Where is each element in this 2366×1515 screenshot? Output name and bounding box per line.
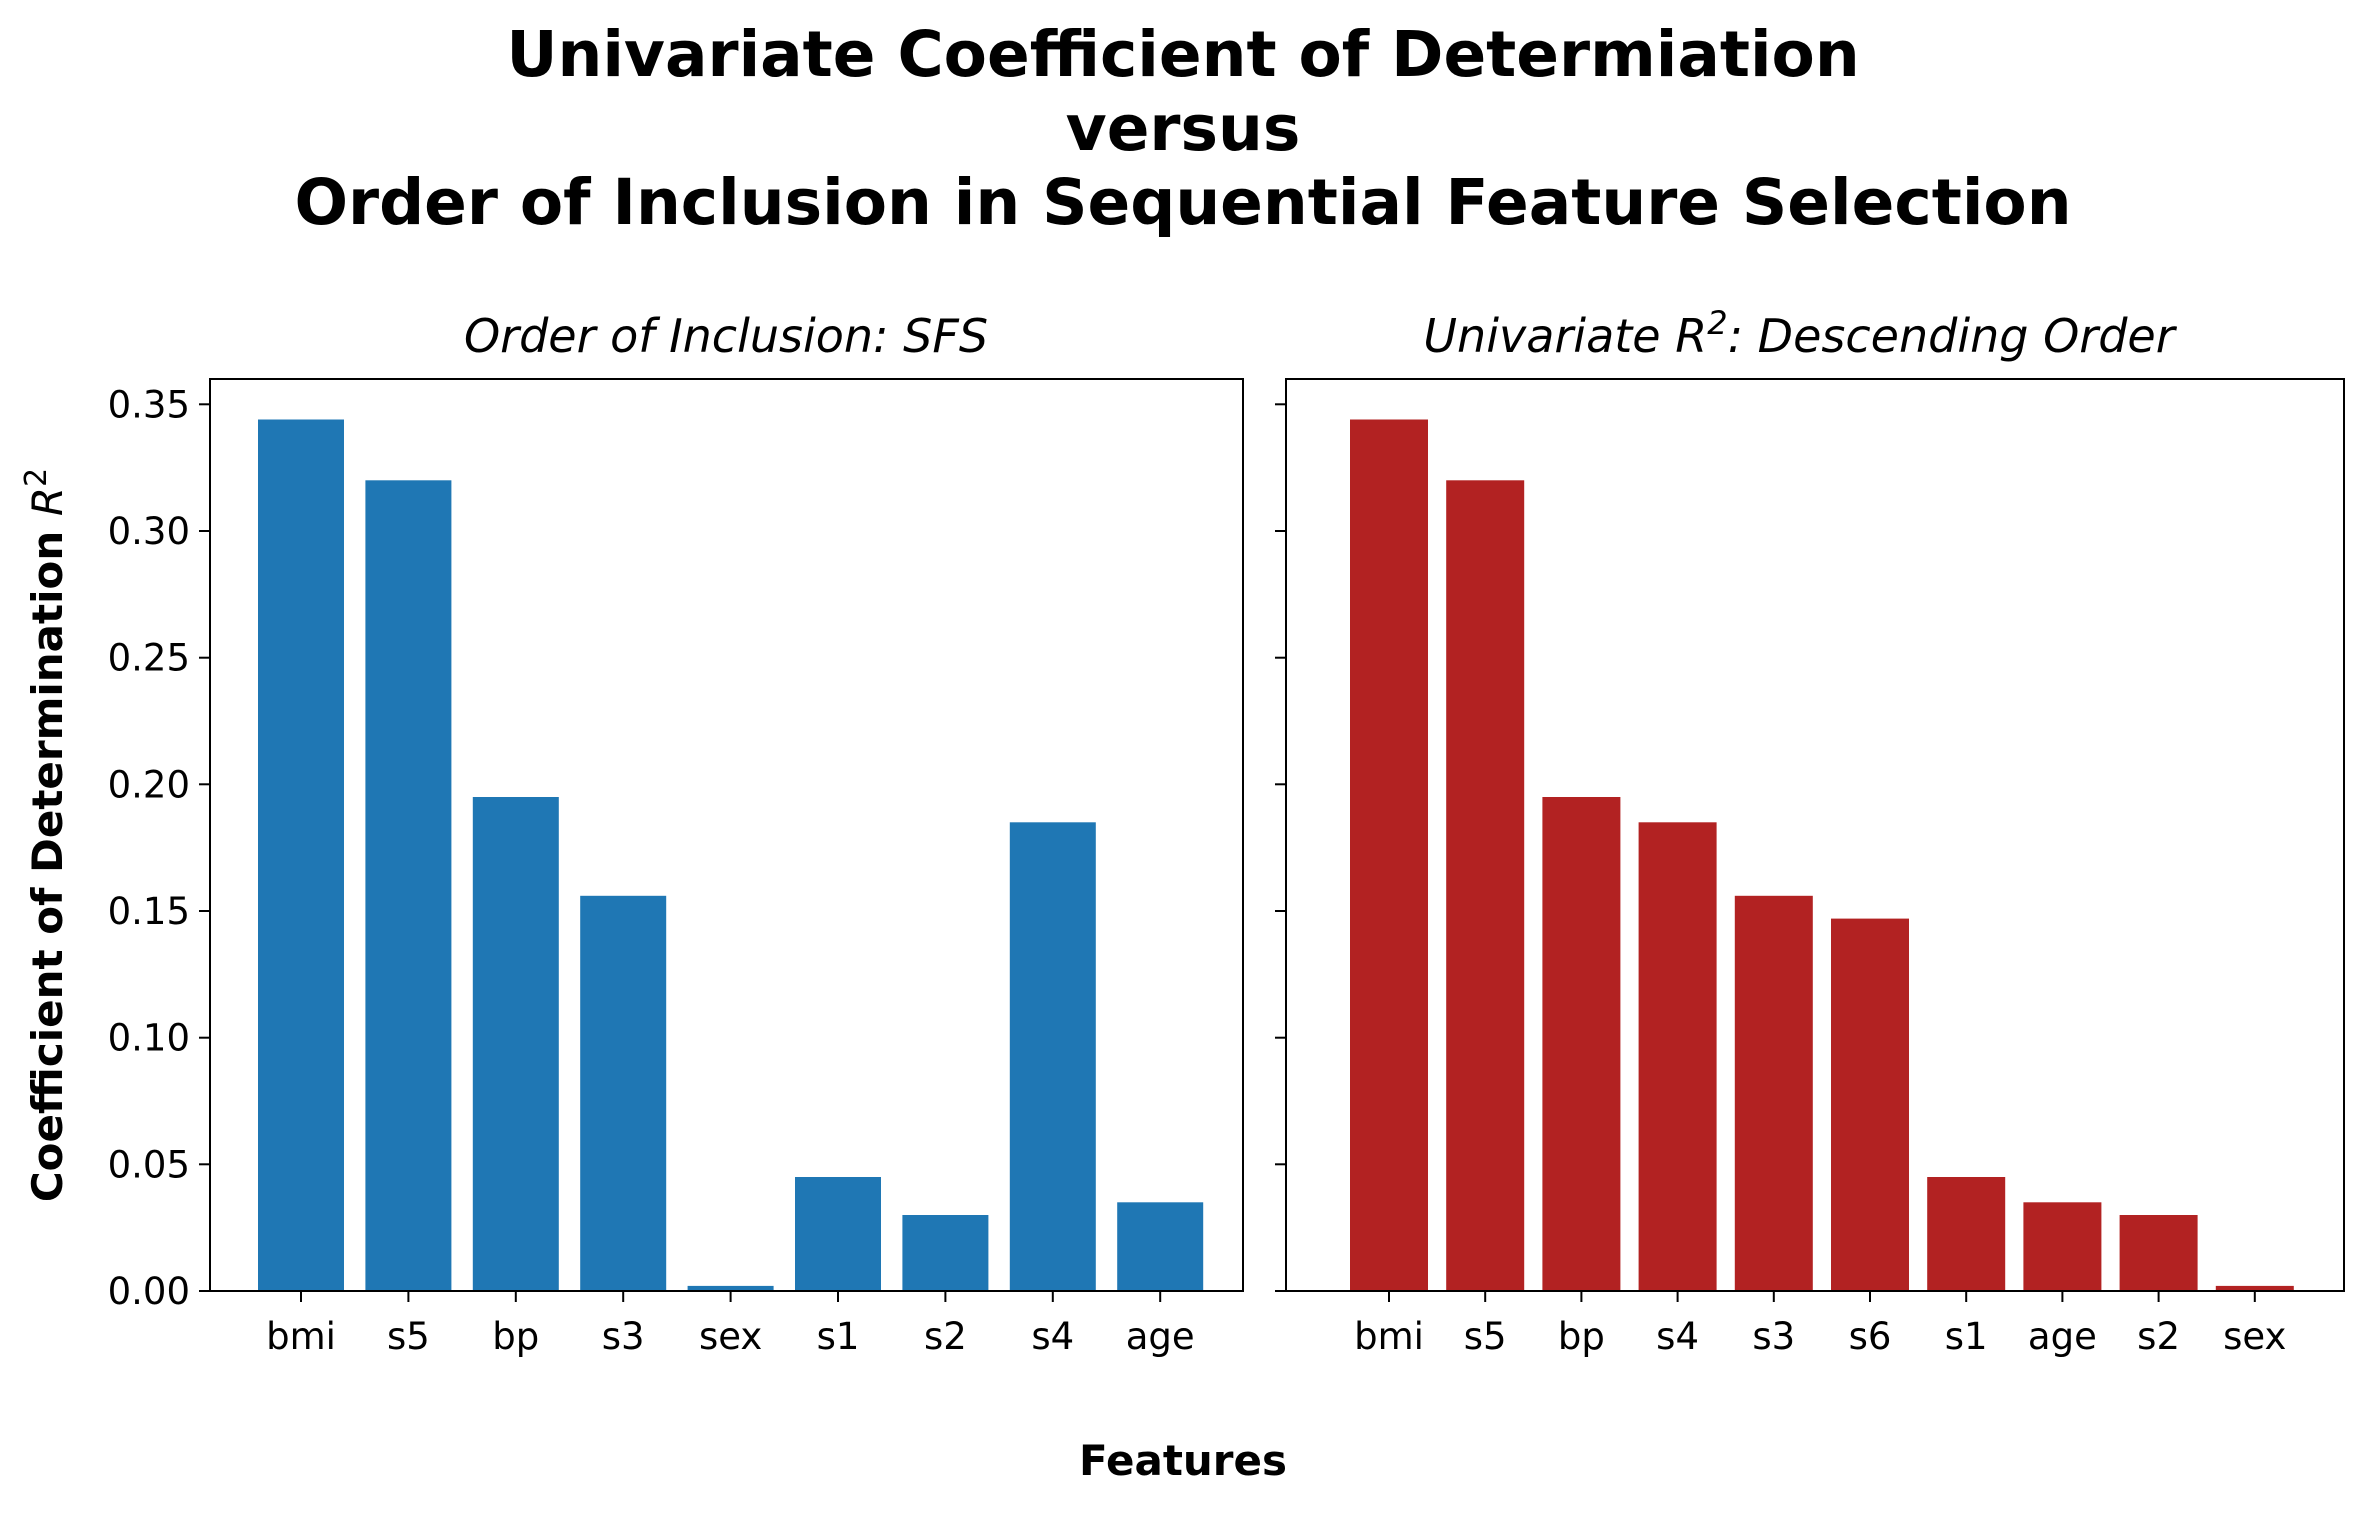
bar-bmi <box>1350 419 1428 1291</box>
y-axis-label-exponent: 2 <box>19 468 54 487</box>
panel-univariate-title-prefix: Univariate <box>1423 309 1675 363</box>
x-tick-label-sex: sex <box>2223 1315 2286 1358</box>
figure-title: Univariate Coefficient of Determiation v… <box>0 18 2366 240</box>
x-tick-label-s1: s1 <box>817 1315 860 1358</box>
figure-title-line-2: versus <box>1065 92 1301 165</box>
y-tick-label-0.10: 0.10 <box>108 1017 190 1060</box>
y-axis-label: Coefficient of Determination R2 <box>19 468 72 1202</box>
y-axis-label-symbol: R <box>23 487 72 516</box>
x-tick-label-sex: sex <box>699 1315 762 1358</box>
bar-s4 <box>1009 822 1096 1291</box>
panel-sfs: Order of Inclusion: SFS bmi s5 bp s3 sex s1 s2… <box>108 309 1244 1358</box>
bar-s5 <box>1446 480 1525 1291</box>
x-tick-label-s1: s1 <box>1945 1315 1988 1358</box>
panel-sfs-bars <box>258 419 1204 1291</box>
panel-univariate-frame <box>1285 378 2345 1292</box>
bar-age <box>1117 1202 1204 1291</box>
x-tick-label-s2: s2 <box>924 1315 967 1358</box>
x-tick-label-bmi: bmi <box>1354 1315 1424 1358</box>
x-tick-label-bmi: bmi <box>266 1315 336 1358</box>
bar-bp <box>1542 797 1621 1291</box>
bar-s6 <box>1831 918 1909 1291</box>
bar-bmi <box>258 419 344 1291</box>
bar-s1 <box>795 1177 881 1291</box>
bar-s3 <box>580 895 667 1291</box>
panel-univariate-title-symbol: R <box>1675 309 1707 363</box>
y-tick-label-0.00: 0.00 <box>108 1270 190 1313</box>
panel-univariate-title-suffix: : Descending Order <box>1728 309 2178 363</box>
x-tick-label-s2: s2 <box>2137 1315 2180 1358</box>
x-tick-label-s3: s3 <box>602 1315 645 1358</box>
bar-s4 <box>1638 822 1717 1291</box>
y-axis-label-text: Coefficient of Determination <box>23 516 72 1202</box>
x-tick-label-bp: bp <box>492 1315 539 1358</box>
bar-s2 <box>2119 1215 2198 1291</box>
x-axis-label: Features <box>1079 1436 1287 1485</box>
panel-sfs-frame <box>209 378 1244 1292</box>
y-tick-label-0.30: 0.30 <box>108 510 190 553</box>
x-tick-label-s4: s4 <box>1656 1315 1699 1358</box>
x-tick-label-s4: s4 <box>1031 1315 1074 1358</box>
panel-sfs-y-ticks: 0.00 0.05 0.10 0.15 0.20 0.25 0.30 0.35 <box>108 383 210 1313</box>
bar-s1 <box>1927 1177 2006 1291</box>
y-tick-label-0.05: 0.05 <box>108 1143 190 1186</box>
bar-sex <box>2215 1285 2294 1291</box>
x-tick-label-age: age <box>2028 1315 2097 1358</box>
y-tick-label-0.15: 0.15 <box>108 890 190 933</box>
x-tick-label-s3: s3 <box>1752 1315 1795 1358</box>
panel-univariate-title-exponent: 2 <box>1707 304 1727 342</box>
x-tick-label-s5: s5 <box>387 1315 430 1358</box>
bar-s2 <box>902 1215 989 1291</box>
y-tick-label-0.35: 0.35 <box>108 383 190 426</box>
bar-age <box>2023 1202 2102 1291</box>
panel-univariate-title: Univariate R2: Descending Order <box>1423 304 2177 363</box>
bar-s5 <box>365 480 452 1291</box>
bar-sex <box>687 1285 774 1291</box>
figure-title-line-3: Order of Inclusion in Sequential Feature… <box>294 166 2072 239</box>
y-tick-label-0.25: 0.25 <box>108 637 190 680</box>
x-tick-label-age: age <box>1126 1315 1195 1358</box>
x-tick-label-s5: s5 <box>1464 1315 1507 1358</box>
panel-univariate: Univariate R2: Descending Order bmi s5 bp s… <box>1275 304 2345 1358</box>
bar-bp <box>472 797 559 1291</box>
x-tick-label-bp: bp <box>1558 1315 1605 1358</box>
panel-sfs-title: Order of Inclusion: SFS <box>464 309 988 363</box>
bar-s3 <box>1734 895 1813 1291</box>
figure-title-line-1: Univariate Coefficient of Determiation <box>506 18 1860 91</box>
y-tick-label-0.20: 0.20 <box>108 763 190 806</box>
panel-univariate-bars <box>1350 419 2294 1291</box>
panel-univariate-y-ticks <box>1275 403 1286 1292</box>
panel-sfs-x-ticks: bmi s5 bp s3 sex s1 s2 s4 age <box>266 1291 1195 1358</box>
x-tick-label-s6: s6 <box>1849 1315 1892 1358</box>
panel-univariate-x-ticks: bmi s5 bp s4 s3 s6 s1 age s2 sex <box>1354 1291 2286 1358</box>
